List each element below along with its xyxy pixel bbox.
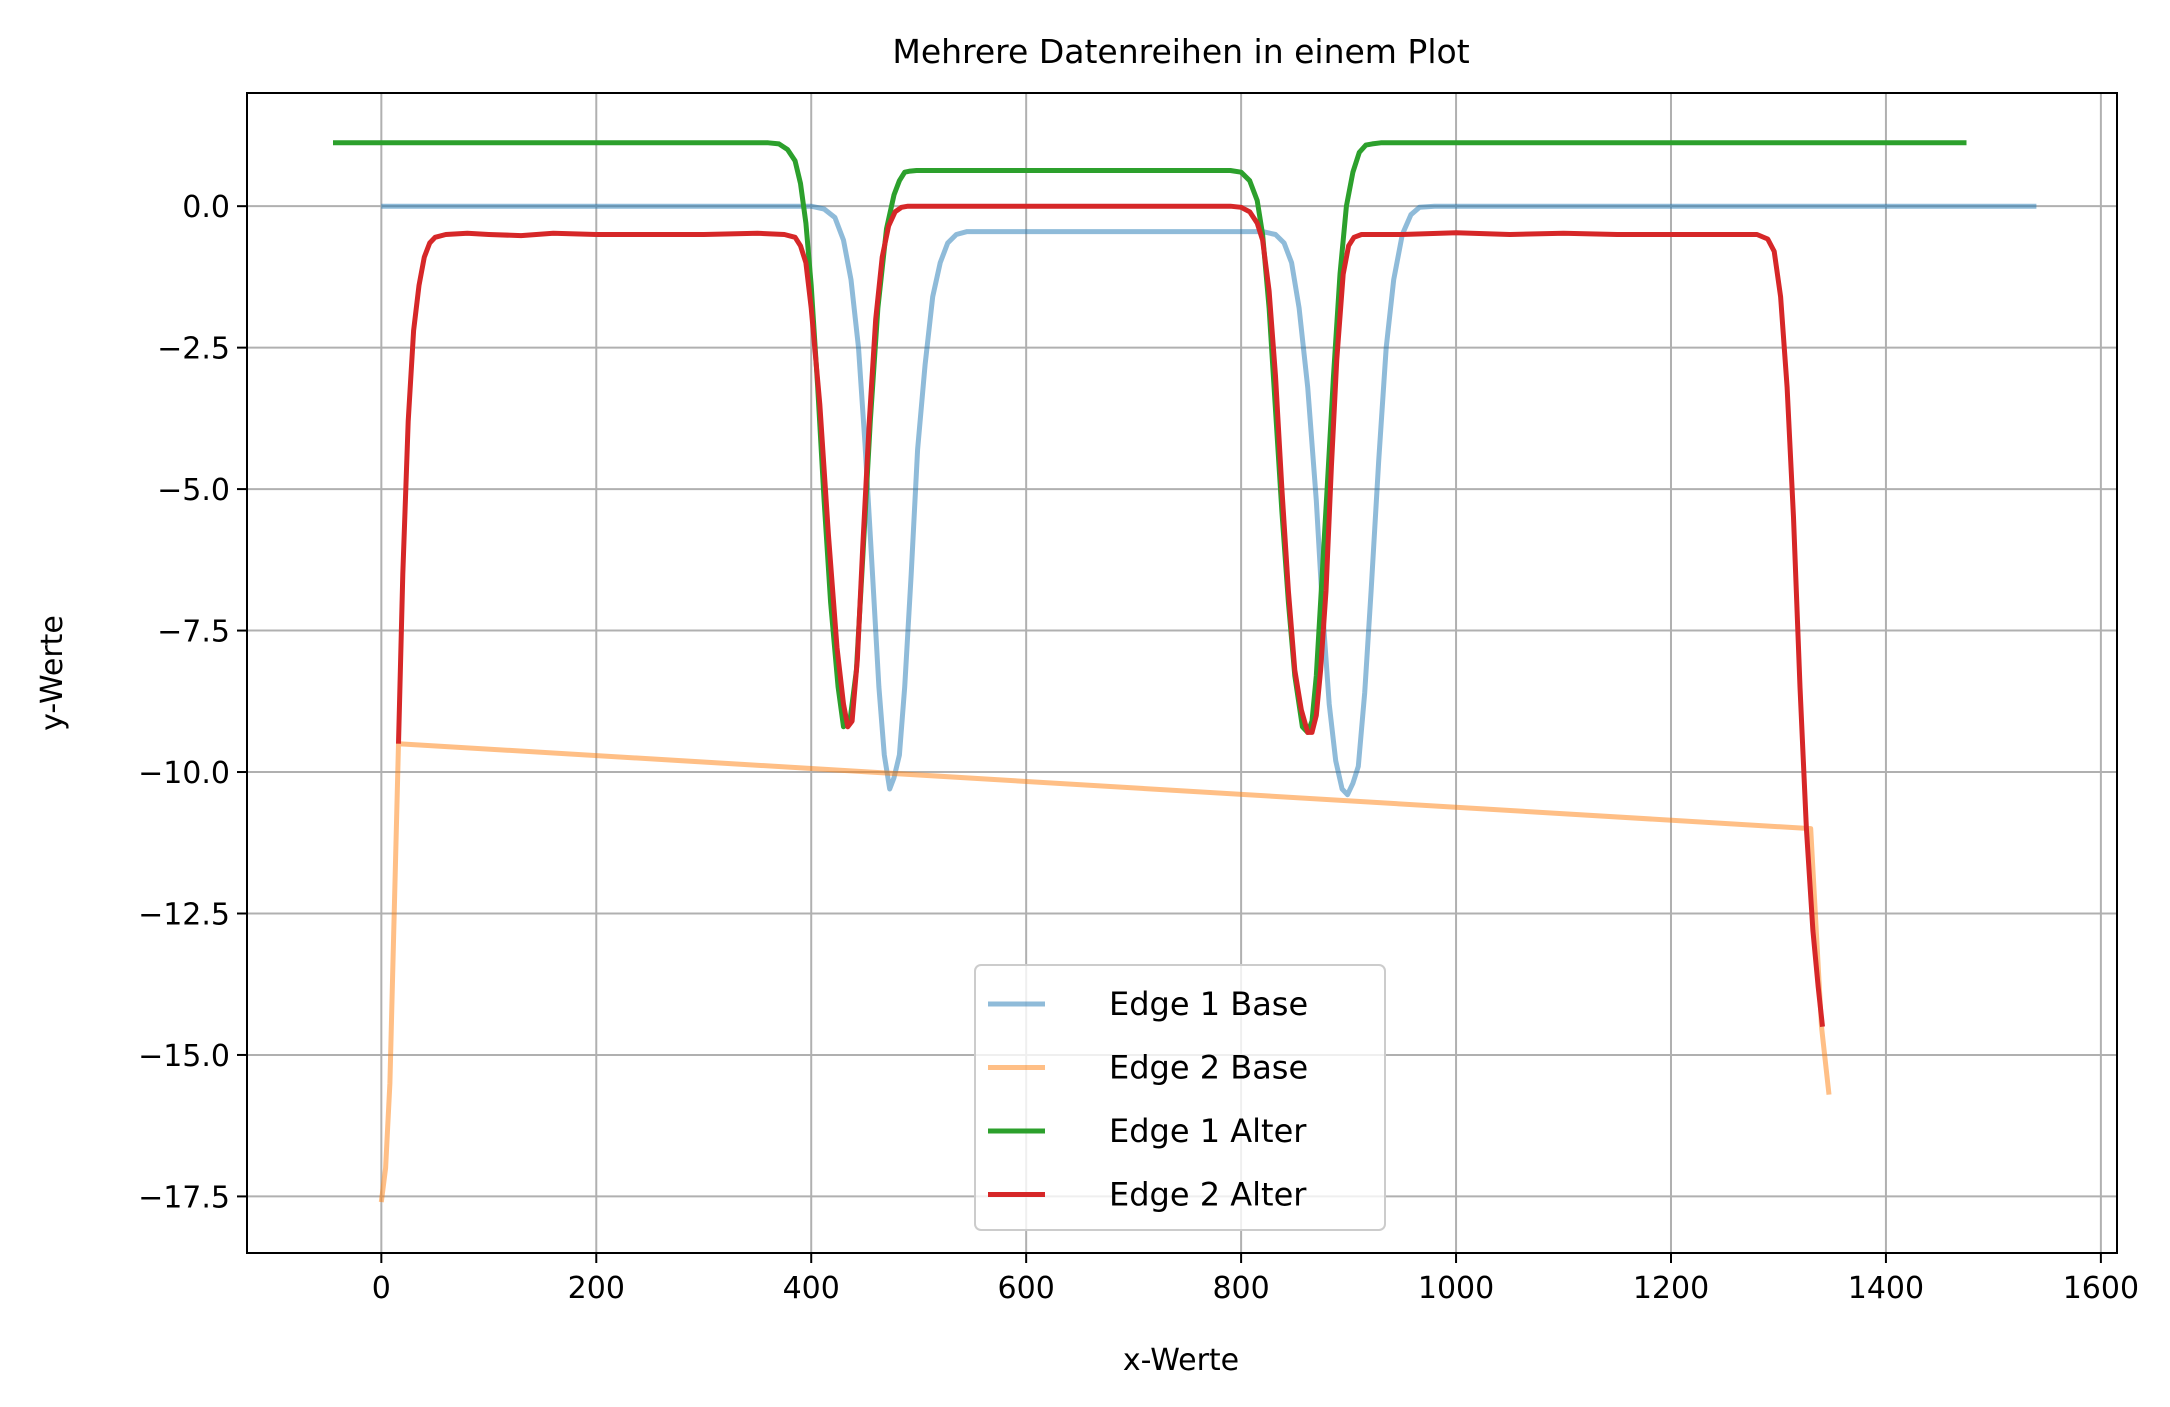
series-line-edge-1-alter xyxy=(333,140,1967,735)
x-tick-label: 0 xyxy=(372,1271,391,1306)
y-axis-label: y-Werte xyxy=(35,615,70,731)
y-tick-label: −17.5 xyxy=(138,1180,230,1215)
y-tick-label: 0.0 xyxy=(182,190,230,225)
x-tick-label: 600 xyxy=(998,1271,1055,1306)
x-axis-ticks: 0 200 400 600 800 1000 1200 1400 1600 xyxy=(372,1253,2139,1306)
y-tick-label: −12.5 xyxy=(138,897,230,932)
legend-label-edge-1-alter: Edge 1 Alter xyxy=(1109,1112,1307,1150)
legend: Edge 1 Base Edge 2 Base Edge 1 Alter Edge 2… xyxy=(974,964,1386,1231)
plot-frame xyxy=(246,92,2118,1254)
y-axis-ticks: 0.0 −2.5 −5.0 −7.5 −10.0 −12.5 −15.0 −17.5 xyxy=(138,190,247,1215)
series-line-edge-2-alter xyxy=(396,203,1825,1027)
x-tick-label: 1200 xyxy=(1633,1271,1709,1306)
legend-label-edge-1-base: Edge 1 Base xyxy=(1109,985,1308,1023)
x-tick-label: 200 xyxy=(568,1271,625,1306)
chart-title: Mehrere Datenreihen in einem Plot xyxy=(892,32,1469,71)
legend-box xyxy=(974,964,1386,1231)
x-tick-label: 800 xyxy=(1212,1271,1269,1306)
y-tick-label: −10.0 xyxy=(138,756,230,791)
series-line-edge-1-base xyxy=(381,203,2037,798)
x-tick-label: 1000 xyxy=(1418,1271,1494,1306)
x-axis-label: x-Werte xyxy=(1123,1343,1239,1378)
legend-label-edge-2-alter: Edge 2 Alter xyxy=(1109,1176,1307,1214)
x-tick-label: 1600 xyxy=(2063,1271,2139,1306)
y-tick-label: −7.5 xyxy=(157,615,230,650)
x-tick-label: 1400 xyxy=(1848,1271,1924,1306)
plot-series xyxy=(333,140,2037,1203)
y-tick-label: −2.5 xyxy=(157,332,230,367)
y-tick-label: −5.0 xyxy=(157,473,230,508)
x-tick-label: 400 xyxy=(783,1271,840,1306)
y-tick-label: −15.0 xyxy=(138,1039,230,1074)
legend-label-edge-2-base: Edge 2 Base xyxy=(1109,1049,1308,1087)
